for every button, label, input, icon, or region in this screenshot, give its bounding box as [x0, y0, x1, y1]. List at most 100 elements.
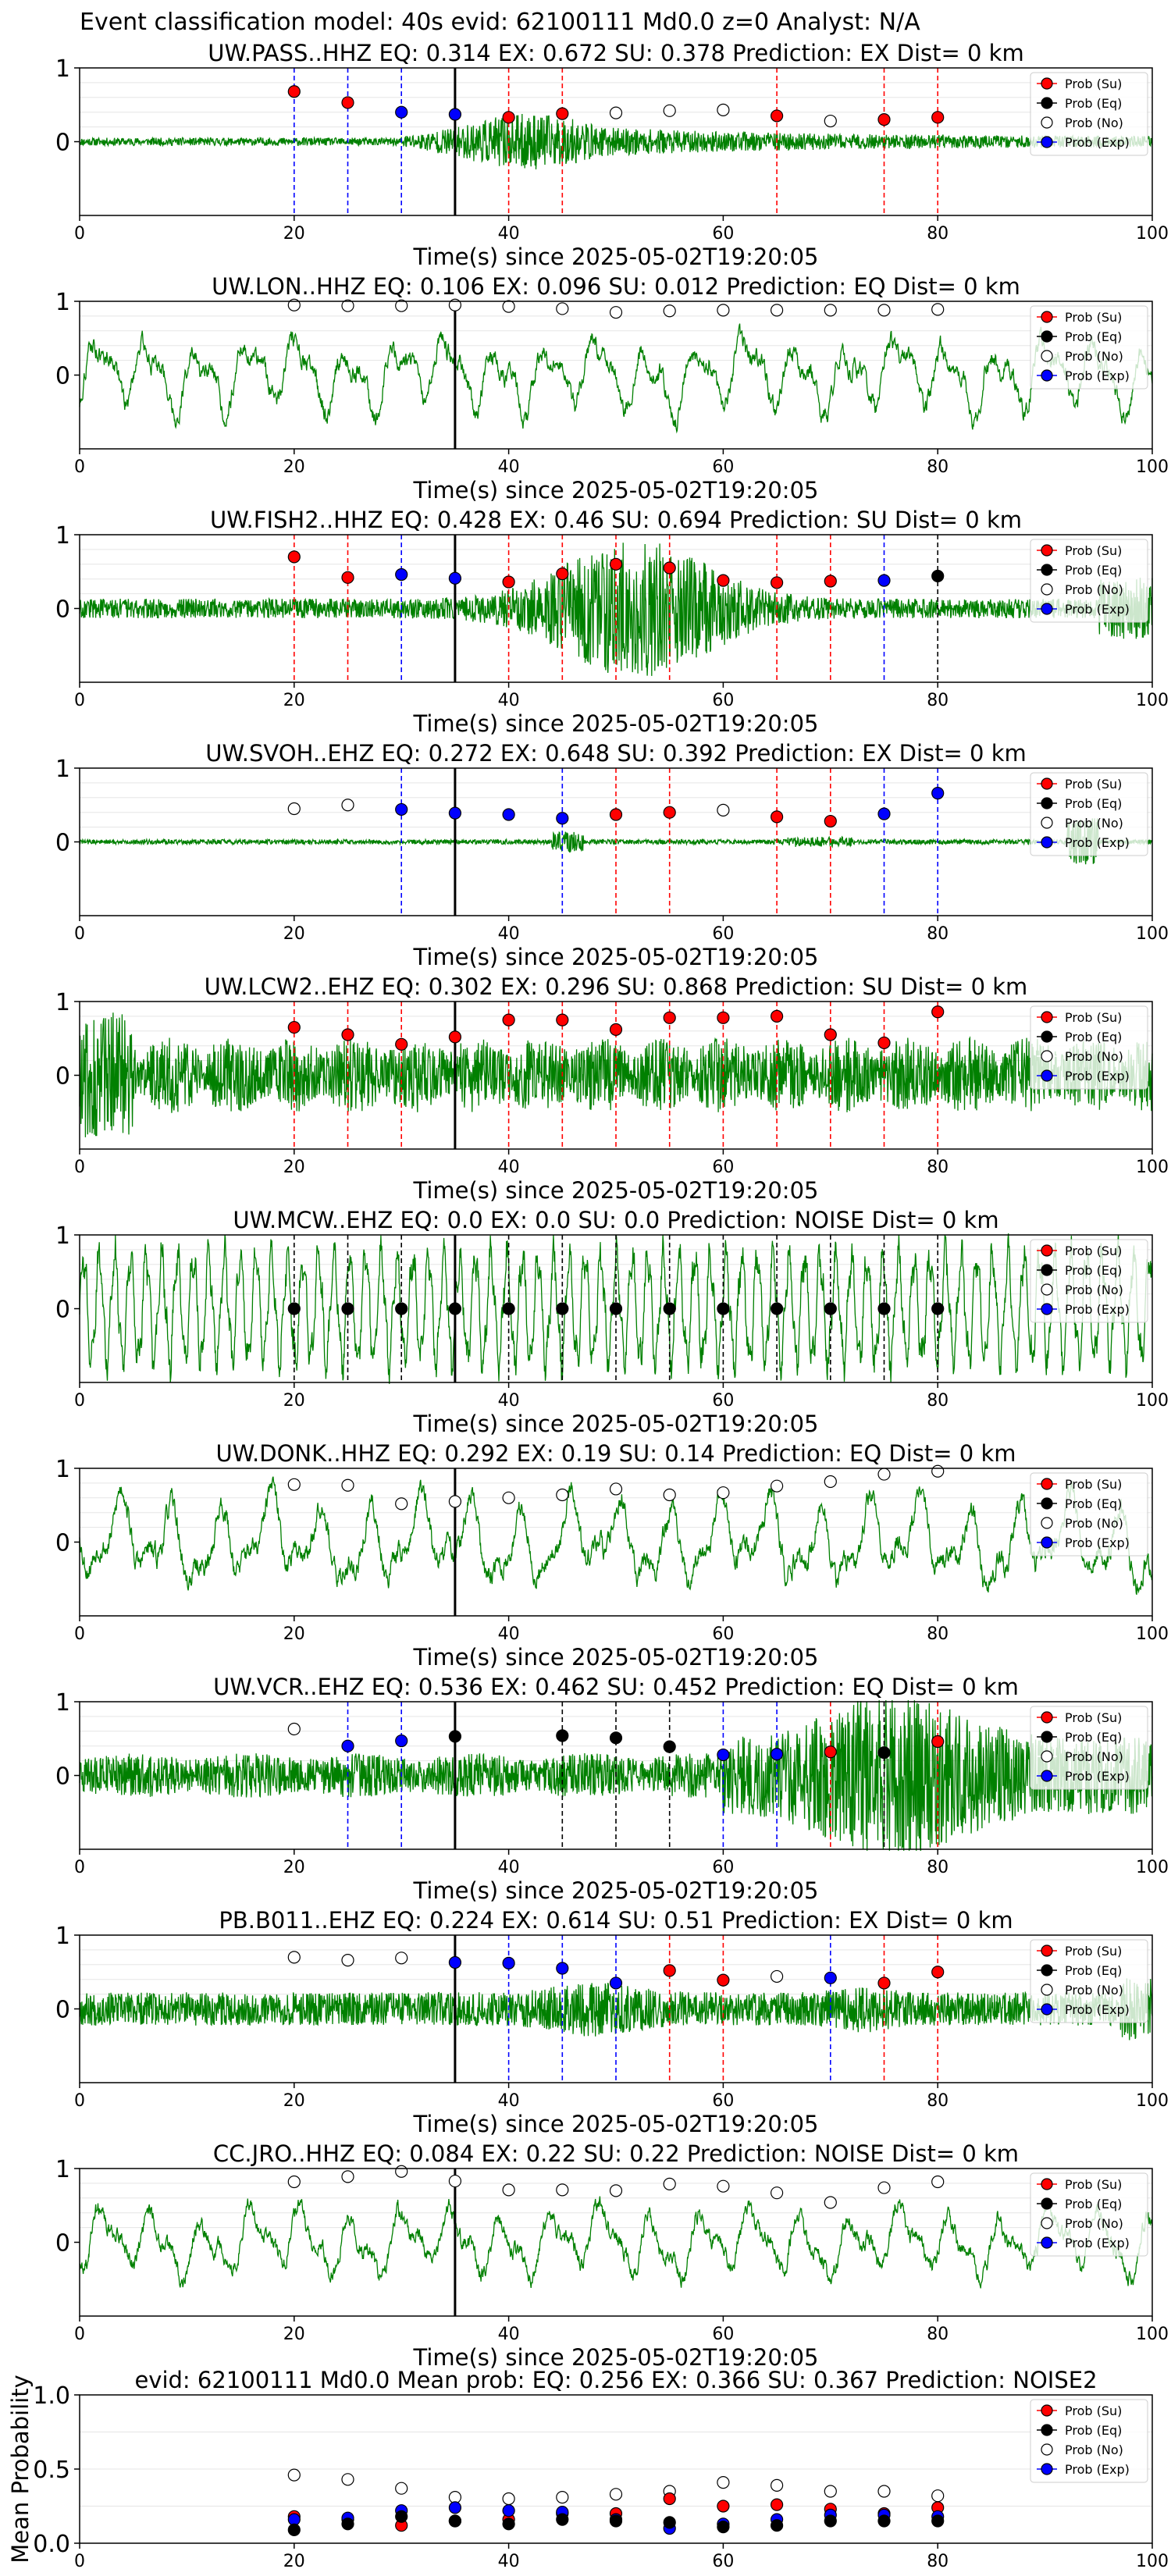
legend-label-exp: Prob (Exp): [1065, 835, 1130, 850]
prob-marker-exp: [341, 1739, 354, 1752]
prob-marker-su: [824, 575, 837, 588]
x-tick-label: 20: [283, 224, 305, 244]
legend-marker-exp: [1041, 1303, 1053, 1315]
x-tick-label: 100: [1136, 1858, 1169, 1877]
x-tick-label: 60: [712, 2552, 734, 2571]
x-tick-label: 40: [498, 924, 520, 944]
prob-marker-su: [770, 1009, 784, 1023]
legend-label-no: Prob (No): [1065, 1049, 1123, 1064]
prob-marker-no: [663, 1488, 676, 1502]
prob-marker-eq: [448, 1302, 462, 1315]
panel-title: PB.B011..EHZ EQ: 0.224 EX: 0.614 SU: 0.5…: [219, 1907, 1013, 1934]
prob-marker-no: [556, 1488, 569, 1502]
prob-marker-eq: [931, 1302, 945, 1315]
legend-label-exp: Prob (Exp): [1065, 368, 1130, 383]
chart-panel: UW.PASS..HHZ EQ: 0.314 EX: 0.672 SU: 0.3…: [55, 40, 1169, 270]
mean-prob-marker-eq: [824, 2514, 837, 2528]
y-tick-label: 1: [55, 55, 70, 83]
prob-marker-no: [341, 1954, 354, 1967]
x-tick-label: 80: [927, 691, 949, 710]
prob-marker-no: [448, 2174, 462, 2188]
prob-marker-no: [341, 799, 354, 812]
panel-title: UW.MCW..EHZ EQ: 0.0 EX: 0.0 SU: 0.0 Pred…: [233, 1207, 998, 1233]
chart-panel: UW.LON..HHZ EQ: 0.106 EX: 0.096 SU: 0.01…: [55, 273, 1169, 503]
legend-marker-eq: [1041, 1264, 1053, 1276]
x-tick-label: 80: [927, 457, 949, 477]
x-tick-label: 0: [74, 2091, 85, 2111]
legend-label-no: Prob (No): [1065, 582, 1123, 597]
legend-label-eq: Prob (Eq): [1065, 1263, 1122, 1278]
x-axis-label: Time(s) since 2025-05-02T19:20:05: [413, 1177, 819, 1204]
chart-panel: UW.DONK..HHZ EQ: 0.292 EX: 0.19 SU: 0.14…: [55, 1440, 1169, 1670]
y-tick-label: 1: [55, 1923, 70, 1950]
x-tick-label: 80: [927, 2552, 949, 2571]
legend-marker-exp: [1041, 836, 1053, 849]
prob-marker-su: [556, 567, 569, 581]
prob-marker-su: [287, 85, 301, 98]
prob-marker-no: [931, 2175, 945, 2189]
x-tick-label: 60: [712, 1858, 734, 1877]
prob-marker-no: [824, 114, 837, 128]
legend-marker-eq: [1041, 564, 1053, 576]
chart-panel: UW.LCW2..EHZ EQ: 0.302 EX: 0.296 SU: 0.8…: [55, 973, 1169, 1204]
panels-group: UW.PASS..HHZ EQ: 0.314 EX: 0.672 SU: 0.3…: [7, 40, 1169, 2571]
prob-marker-no: [502, 1491, 515, 1504]
mean-prob-marker-eq: [663, 2516, 676, 2529]
y-tick-label: 1.0: [33, 2382, 70, 2410]
mean-prob-marker-no: [931, 2489, 945, 2503]
legend-marker-exp: [1041, 136, 1053, 148]
prob-marker-eq: [448, 1730, 462, 1743]
prob-marker-su: [770, 810, 784, 824]
x-tick-label: 0: [74, 1391, 85, 1411]
legend-marker-eq: [1041, 1731, 1053, 1743]
legend-marker-exp: [1041, 1536, 1053, 1549]
legend-marker-exp: [1041, 1770, 1053, 1782]
chart-panel: evid: 62100111 Md0.0 Mean prob: EQ: 0.25…: [7, 2367, 1169, 2571]
legend-label-eq: Prob (Eq): [1065, 2423, 1122, 2438]
prob-marker-no: [824, 304, 837, 317]
prob-marker-no: [502, 300, 515, 313]
mean-prob-marker-eq: [287, 2523, 301, 2536]
chart-panel: CC.JRO..HHZ EQ: 0.084 EX: 0.22 SU: 0.22 …: [55, 2140, 1169, 2371]
x-tick-label: 100: [1136, 1624, 1169, 1644]
prob-marker-no: [877, 2181, 891, 2194]
panel-title: UW.PASS..HHZ EQ: 0.314 EX: 0.672 SU: 0.3…: [208, 40, 1023, 66]
prob-marker-su: [663, 1011, 676, 1024]
x-tick-label: 20: [283, 691, 305, 710]
prob-marker-eq: [395, 1302, 408, 1315]
x-tick-label: 60: [712, 1624, 734, 1644]
prob-marker-su: [609, 808, 623, 821]
legend-label-exp: Prob (Exp): [1065, 135, 1130, 150]
x-axis-label: Time(s) since 2025-05-02T19:20:05: [413, 1411, 819, 1437]
waveform-trace: [79, 2196, 1153, 2289]
legend-label-no: Prob (No): [1065, 1749, 1123, 1764]
legend-label-su: Prob (Su): [1065, 777, 1122, 792]
legend-marker-su: [1041, 1478, 1053, 1490]
prob-marker-no: [395, 1497, 408, 1510]
legend-box: [1030, 2172, 1148, 2257]
x-tick-label: 40: [498, 1158, 520, 1177]
legend-label-exp: Prob (Exp): [1065, 602, 1130, 617]
prob-marker-exp: [877, 574, 891, 587]
prob-marker-su: [609, 557, 623, 571]
legend-marker-exp: [1041, 2003, 1053, 2016]
waveform-trace: [79, 1012, 1153, 1137]
mean-prob-marker-eq: [877, 2514, 891, 2528]
prob-marker-exp: [395, 1734, 408, 1748]
prob-marker-no: [770, 1969, 784, 1984]
prob-marker-exp: [502, 808, 515, 821]
prob-marker-eq: [341, 1302, 354, 1315]
x-tick-label: 80: [927, 924, 949, 944]
x-axis-label: Time(s) since 2025-05-02T19:20:05: [413, 710, 819, 737]
legend-label-no: Prob (No): [1065, 1983, 1123, 1998]
prob-marker-no: [717, 2179, 730, 2193]
x-tick-label: 20: [283, 2091, 305, 2111]
legend-marker-su: [1041, 2178, 1053, 2190]
legend-marker-exp: [1041, 2463, 1053, 2475]
mean-prob-marker-no: [717, 2476, 730, 2489]
y-tick-label: 1: [55, 1456, 70, 1483]
legend-marker-exp: [1041, 1069, 1053, 1082]
mean-prob-marker-no: [770, 2478, 784, 2492]
panel-title: UW.VCR..EHZ EQ: 0.536 EX: 0.462 SU: 0.45…: [213, 1674, 1019, 1700]
